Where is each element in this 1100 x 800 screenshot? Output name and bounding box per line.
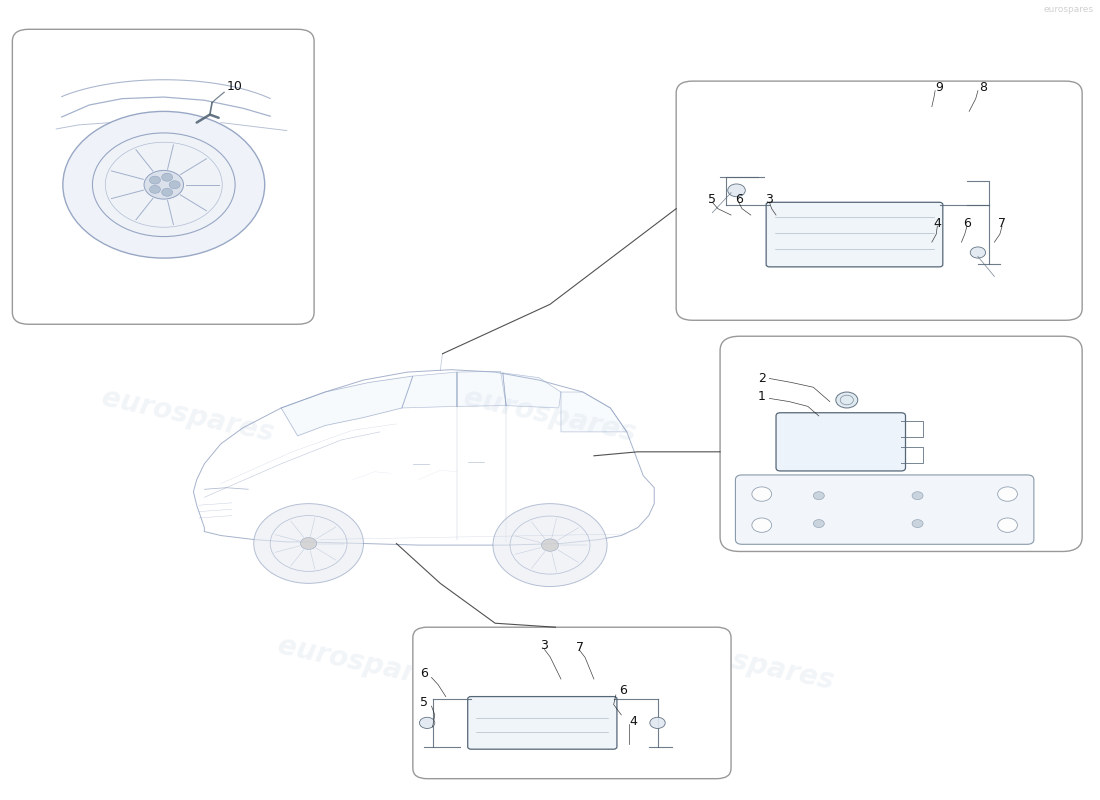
Text: 8: 8 — [979, 81, 988, 94]
Circle shape — [541, 539, 559, 551]
Text: 4: 4 — [934, 217, 942, 230]
Polygon shape — [402, 372, 456, 408]
Text: 6: 6 — [735, 193, 743, 206]
Circle shape — [998, 518, 1018, 532]
Circle shape — [150, 186, 161, 194]
Circle shape — [150, 176, 161, 184]
Circle shape — [300, 538, 317, 550]
Circle shape — [912, 492, 923, 500]
Circle shape — [998, 487, 1018, 502]
Text: eurospares: eurospares — [275, 631, 452, 695]
Text: 4: 4 — [629, 714, 637, 728]
Text: 6: 6 — [619, 685, 627, 698]
Text: 6: 6 — [962, 217, 971, 230]
FancyBboxPatch shape — [767, 202, 943, 267]
Text: 7: 7 — [998, 217, 1006, 230]
FancyBboxPatch shape — [720, 336, 1082, 551]
Circle shape — [752, 487, 771, 502]
Circle shape — [728, 184, 746, 197]
Text: 6: 6 — [420, 667, 428, 680]
Circle shape — [144, 170, 184, 199]
FancyBboxPatch shape — [12, 30, 315, 324]
Circle shape — [254, 504, 363, 583]
Text: 5: 5 — [708, 193, 716, 206]
Circle shape — [970, 247, 986, 258]
Polygon shape — [561, 392, 627, 432]
Circle shape — [162, 188, 173, 196]
Circle shape — [912, 519, 923, 527]
Circle shape — [162, 174, 173, 182]
Circle shape — [752, 518, 771, 532]
Text: 10: 10 — [227, 80, 242, 93]
Polygon shape — [456, 371, 506, 406]
Circle shape — [813, 519, 824, 527]
FancyBboxPatch shape — [676, 81, 1082, 320]
Circle shape — [63, 111, 265, 258]
Polygon shape — [503, 373, 561, 408]
Text: eurospares: eurospares — [659, 631, 836, 695]
Text: 7: 7 — [575, 641, 584, 654]
Text: eurospares: eurospares — [99, 384, 277, 448]
FancyBboxPatch shape — [412, 627, 732, 778]
Circle shape — [650, 718, 666, 729]
Circle shape — [813, 492, 824, 500]
Circle shape — [836, 392, 858, 408]
Text: eurospares: eurospares — [461, 384, 639, 448]
Text: eurospares: eurospares — [1043, 6, 1093, 14]
Circle shape — [419, 718, 435, 729]
Text: 2: 2 — [758, 372, 766, 385]
Polygon shape — [282, 376, 412, 436]
Text: 1: 1 — [758, 390, 766, 402]
FancyBboxPatch shape — [468, 697, 617, 749]
FancyBboxPatch shape — [736, 475, 1034, 544]
Text: 5: 5 — [420, 697, 428, 710]
Text: 9: 9 — [936, 81, 944, 94]
Text: 3: 3 — [766, 193, 773, 206]
Circle shape — [493, 504, 607, 586]
Circle shape — [169, 181, 180, 189]
FancyBboxPatch shape — [776, 413, 905, 471]
Text: 3: 3 — [540, 639, 549, 652]
Circle shape — [92, 133, 235, 237]
